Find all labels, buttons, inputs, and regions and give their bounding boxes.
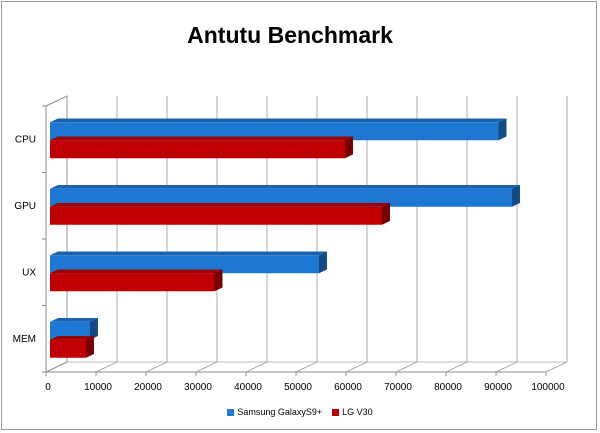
floor-gridline	[145, 361, 168, 373]
y-category-label: GPU	[14, 201, 36, 212]
bar	[50, 140, 345, 159]
bar-top	[50, 118, 507, 123]
bar-top	[50, 136, 353, 141]
bar	[50, 206, 382, 225]
floor-gridline	[95, 361, 118, 373]
bar	[50, 339, 86, 358]
x-tick-label: 80000	[434, 382, 462, 393]
bar-end	[498, 118, 507, 141]
x-tick-label: 20000	[134, 382, 162, 393]
bar-top	[50, 202, 390, 207]
floor-gridline	[195, 361, 218, 373]
chart-title: Antutu Benchmark	[187, 22, 393, 48]
x-tick-label: 10000	[84, 382, 112, 393]
legend: Samsung GalaxyS9+ LG V30	[0, 407, 600, 417]
bar-end	[86, 335, 94, 358]
bar-end	[382, 202, 390, 225]
x-tick-label: 60000	[334, 382, 362, 393]
bar-top	[50, 184, 520, 189]
bar-end	[90, 317, 98, 340]
x-tick-label: 40000	[234, 382, 262, 393]
x-tick-label: 0	[45, 382, 51, 393]
legend-label: LG V30	[342, 407, 373, 417]
legend-swatch	[227, 409, 235, 416]
floor-gridline	[545, 361, 568, 373]
legend-item: Samsung GalaxyS9+	[227, 407, 322, 417]
floor-gridline	[495, 361, 518, 373]
floor-gridline	[45, 361, 68, 373]
bar-top	[50, 251, 327, 256]
y-category-label: UX	[22, 267, 36, 278]
floor-gridline	[295, 361, 318, 373]
bar-end	[319, 251, 327, 274]
legend-label: Samsung GalaxyS9+	[237, 407, 323, 417]
bar	[50, 255, 319, 274]
bar	[50, 188, 512, 207]
bar	[50, 122, 499, 141]
x-tick-label: 50000	[284, 382, 312, 393]
x-tick-label: 90000	[484, 382, 512, 393]
x-tick-label: 100000	[531, 382, 565, 393]
bar-top	[50, 269, 223, 274]
bar-end	[345, 136, 353, 159]
bar-top	[50, 335, 94, 340]
floor-gridline	[445, 361, 468, 373]
floor-gridline	[245, 361, 268, 373]
y-category-label: MEM	[13, 334, 36, 345]
floor-gridline	[395, 361, 418, 373]
bar-end	[214, 269, 223, 292]
bar	[50, 273, 215, 292]
bar-top	[50, 317, 98, 322]
bar-end	[512, 184, 520, 207]
legend-item: LG V30	[332, 407, 373, 417]
y-category-label: CPU	[15, 134, 36, 145]
x-tick-label: 30000	[184, 382, 212, 393]
legend-swatch	[332, 409, 340, 416]
bar	[50, 321, 90, 340]
floor-gridline	[345, 361, 368, 373]
x-tick-label: 70000	[384, 382, 412, 393]
